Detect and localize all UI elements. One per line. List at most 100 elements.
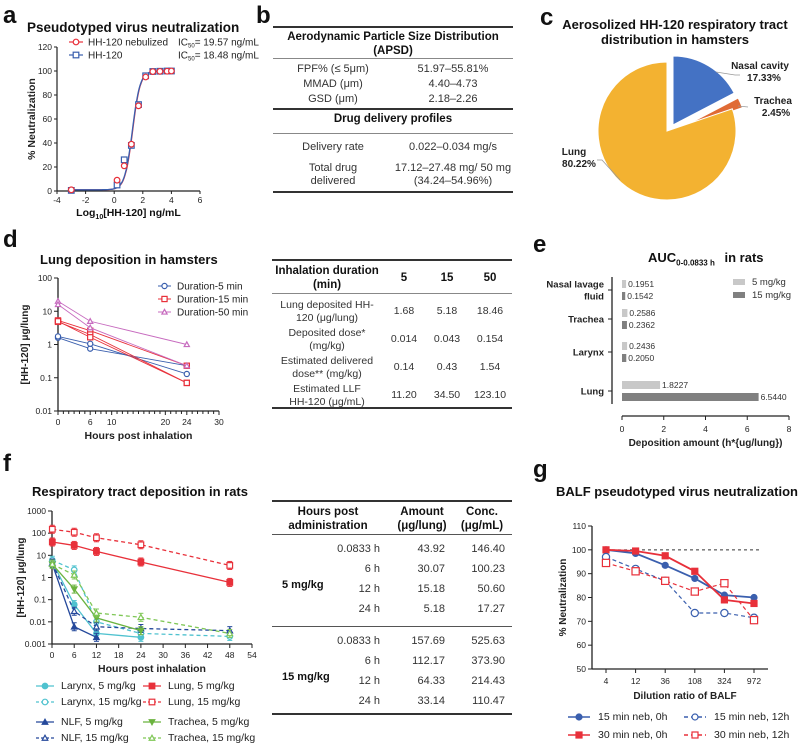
table-f-conc: 146.40 [471,543,505,555]
data-point [54,300,62,308]
table-f-time: 0.0833 h [337,635,380,647]
table-b-section1-title-line1: Aerodynamic Particle Size Distribution [287,31,499,43]
data-point [720,578,729,588]
data-point [70,566,78,574]
panel-letter-a: a [3,2,17,29]
y-tick-label: 100 [38,273,52,283]
legend-label: HH-120 [88,51,123,62]
data-point [70,622,79,630]
series-line [52,559,230,638]
leader-line [737,105,749,108]
data-point [661,576,670,586]
y-tick-label: 70 [577,616,587,626]
legend-symbol [36,717,54,725]
table-f-conc: 100.23 [471,563,505,575]
data-point [720,596,729,604]
legend-label: NLF, 5 mg/kg [61,716,123,728]
pie-slice-trachea [676,97,743,131]
data-point [225,629,234,637]
y-axis-label: % Neutralization [26,78,38,160]
table-b-row-label: GSD (μm) [308,93,358,105]
legend-item: Lung, 5 mg/kg [141,680,235,692]
legend-marker [41,717,49,725]
table-d-row-label-line1: Estimated delivered [280,355,374,367]
y-tick-label: 20 [43,162,53,172]
data-point [183,361,191,369]
data-point [86,345,94,352]
legend-marker [148,719,156,727]
data-point-nebulized [142,73,150,81]
legend-marker [691,713,699,721]
x-axis-label: Deposition amount (h*{ug/lung}) [629,438,783,449]
x-tick-label: 18 [114,650,124,660]
data-point-reference [156,67,164,75]
curve-nebulized [71,70,172,191]
chart-f-title: Respiratory tract deposition in rats [32,484,248,499]
x-tick-label: 0 [56,417,61,427]
y-tick-label: 100 [38,66,52,76]
pie-label-name: Trachea [754,96,792,107]
data-point [70,601,78,608]
table-b-bottom-rule [273,191,513,193]
x-tick-label: 20 [161,417,171,427]
data-point [86,334,94,341]
table-f-amount: 33.14 [417,695,445,707]
data-point [54,334,62,341]
bar-15mg-kg [622,292,626,300]
x-tick-label: 4 [169,195,174,205]
table-b-section1-title: Aerodynamic Particle Size Distribution (… [273,30,513,58]
data-point-reference [120,156,128,164]
legend-marker [41,698,49,706]
legend-label: Larynx, 15 mg/kg [61,696,142,708]
legend-marker [148,733,156,741]
x-tick-label: 48 [225,650,235,660]
pie-label-name: Nasal cavity [731,61,789,72]
table-d-row-label-line2: 120 (μg/lung) [295,311,359,324]
x-axis-label: Hours post inhalation [98,663,206,675]
bar-value-label: 0.2586 [629,308,655,318]
data-point [691,567,699,575]
table-b-total-drug-label-line1: Total drug [308,162,358,174]
table-d-cell: 0.043 [433,333,461,345]
data-point [48,558,57,566]
y-tick-label: 0.1 [40,373,52,383]
table-f-header-rule [272,534,512,535]
pie-label-value: 2.45% [762,108,790,119]
legend-item: Larynx, 5 mg/kg [34,680,136,692]
x-tick-label: 108 [688,676,702,686]
chart-c-title: Aerosolized HH-120 respiratory tract dis… [555,17,795,47]
table-f-amount: 112.17 [412,655,445,667]
table-d-row-label-line2: (mg/kg) [309,339,345,352]
data-point-reference [168,67,175,75]
series-line [51,561,141,638]
table-b-delivery-rate-label: Delivery rate [302,141,364,153]
series-line-duration-15 min [57,321,188,384]
data-point-nebulized [135,102,142,110]
data-point [720,608,729,618]
table-d-row-label-line1: Estimated LLF [293,383,361,395]
legend-label: Duration-15 min [177,295,248,306]
x-tick-label: 12 [631,676,641,686]
table-d-row-label-line2: HH-120 (μg/mL) [289,395,365,408]
legend-item: 15 min neb, 12h [682,711,789,723]
legend-label: Lung, 15 mg/kg [168,696,241,708]
x-tick-label: 30 [158,650,168,660]
table-b-total-drug-value-line2: (34.24–54.96%) [413,175,493,187]
series-line-duration-15 min [57,319,187,367]
x-tick-label: 324 [717,676,731,686]
table-d-row-label: Estimated LLF HH-120 (μg/mL) [272,383,382,408]
data-point-reference [142,72,150,80]
bar-value-label: 0.1951 [628,279,654,289]
table-f-dose-label: 15 mg/kg [282,671,330,683]
data-point-reference [163,67,171,75]
data-point [749,615,759,625]
data-point-nebulized [163,67,171,75]
panel-letter-f: f [3,450,11,477]
data-point [70,542,78,549]
table-f-conc: 50.60 [477,583,505,595]
data-point [601,558,611,568]
legend-swatch [733,292,745,298]
table-d-row-label: Deposited dose* (mg/kg) [272,327,382,352]
y-tick-label: 40 [43,138,53,148]
x-tick-label: 42 [203,650,213,660]
